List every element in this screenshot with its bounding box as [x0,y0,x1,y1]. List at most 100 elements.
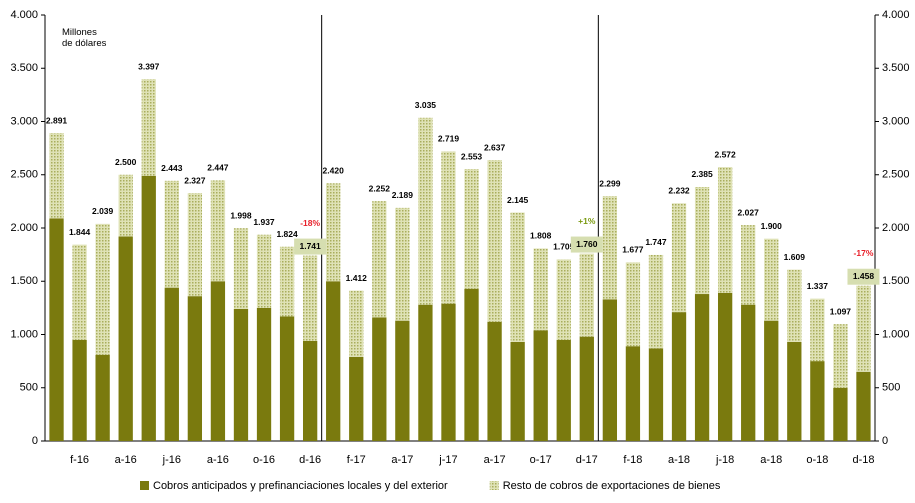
bar-segment [717,292,733,441]
label-box [570,236,603,253]
total-label: 1.412 [346,273,368,283]
bar-segment [95,223,110,355]
bar-segment [256,307,272,441]
total-label: 1.998 [230,210,252,220]
total-label: 2.719 [438,134,460,144]
bar-segment [579,336,594,441]
total-label: 3.397 [138,61,160,71]
bar-segment [279,316,295,441]
bar-segment [464,169,479,289]
x-tick-label: j-18 [715,454,734,466]
bar-segment [418,117,433,305]
y-tick-label: 2.000 [10,222,38,234]
bar-segment [810,361,825,441]
y-tick-label: 1.500 [10,275,38,287]
bar-segment [556,259,571,340]
bar-segment [49,218,64,441]
bar-segment [833,387,848,441]
bar-segment [187,193,203,297]
bar-segment [556,339,571,441]
bar-segment [326,183,341,282]
y-tick-label: 500 [20,382,38,394]
bar-segment [741,225,756,305]
x-tick-label: f-18 [623,454,642,466]
y-axis-label: Millones de dólares [62,27,107,49]
total-label: 2.553 [461,151,483,161]
total-label: 1.705 [553,242,575,252]
y-tick-label: 3.000 [10,115,38,127]
label-box [294,238,327,255]
total-label: 1.844 [69,227,91,237]
bar-segment [441,303,456,441]
total-label: 1.760 [576,239,598,249]
y-tick-label: 3.000 [882,115,910,127]
x-tick-label: a-17 [484,454,506,466]
total-label: 2.189 [392,190,414,200]
annotation: -17% [854,248,874,258]
total-label: 2.891 [46,115,68,125]
bar-segment [671,203,687,313]
x-tick-label: o-18 [806,454,828,466]
bar-segment [579,253,594,337]
total-label: 2.572 [714,149,736,159]
bar-segment [349,290,364,357]
bar-segment [164,287,179,441]
total-label: 1.937 [253,217,275,227]
bar-segment [533,248,548,331]
total-label: 1.741 [299,241,321,251]
total-label: 1.900 [761,221,783,231]
total-label: 2.385 [691,169,713,179]
bar-segment [302,255,318,341]
y-tick-label: 1.000 [882,328,910,340]
bar-segment [487,321,502,441]
y-tick-label: 0 [32,435,38,447]
bar-segment [625,346,641,441]
y-tick-label: 500 [882,382,900,394]
bar-segment [694,294,710,441]
x-tick-label: d-16 [299,454,321,466]
bar-segment [833,324,848,388]
y-tick-label: 1.500 [882,275,910,287]
x-tick-label: d-18 [852,454,874,466]
annotation: -18% [300,218,320,228]
bar-segment [210,281,226,441]
x-tick-label: o-16 [253,454,275,466]
total-label: 2.500 [115,157,137,167]
y-tick-label: 4.000 [882,9,910,21]
bar-segment [372,317,387,441]
bar-segment [787,341,802,441]
bar-segment [602,299,618,441]
bar-segment [302,340,318,441]
x-tick-label: a-18 [760,454,782,466]
x-tick-label: f-17 [347,454,366,466]
x-tick-label: o-17 [530,454,552,466]
bar-segment [671,312,687,441]
legend-label: Cobros anticipados y prefinanciaciones l… [153,480,448,492]
total-label: 2.027 [738,207,760,217]
bar-segment [372,201,387,318]
total-label: 1.808 [530,231,552,241]
label-box [847,268,880,285]
total-label: 2.443 [161,163,183,173]
x-tick-label: j-17 [438,454,457,466]
total-label: 2.420 [323,166,345,176]
bar-segment [418,304,433,441]
bar-segment [648,348,664,441]
total-label: 1.824 [276,229,298,239]
bar-segment [648,254,664,349]
bar-segment [279,246,295,317]
bar-segment [72,339,87,441]
total-label: 2.447 [207,163,229,173]
total-label: 2.232 [668,186,690,196]
legend-label: Resto de cobros de exportaciones de bien… [503,480,721,492]
bar-segment [256,234,272,308]
bar-segment [464,288,479,441]
total-label: 1.609 [784,252,806,262]
bar-segment [856,371,871,441]
x-tick-label: a-16 [115,454,137,466]
total-label: 1.337 [807,281,829,291]
bar-segment [118,236,133,441]
total-label: 2.145 [507,195,529,205]
bar-segment [487,160,502,322]
y-tick-label: 1.000 [10,328,38,340]
